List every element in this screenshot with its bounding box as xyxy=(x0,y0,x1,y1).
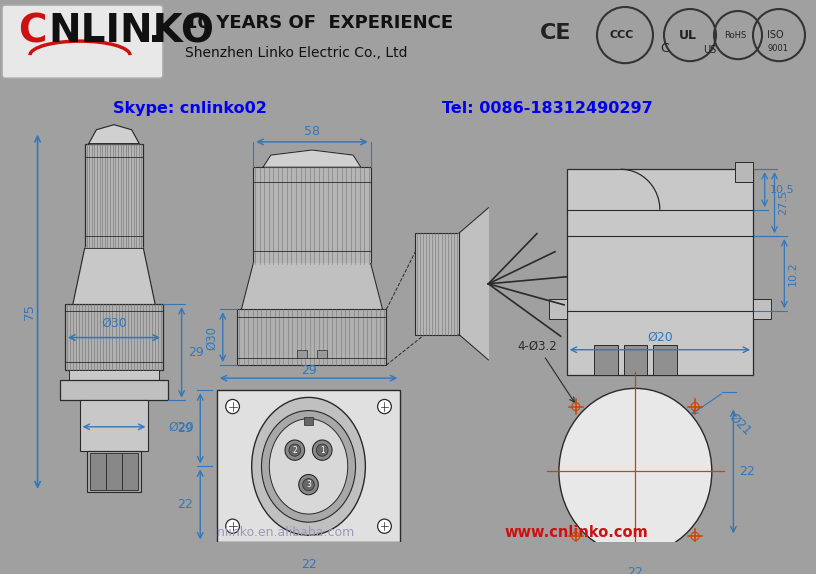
Polygon shape xyxy=(88,125,140,144)
Ellipse shape xyxy=(261,410,356,522)
Circle shape xyxy=(299,475,318,495)
Text: 2: 2 xyxy=(292,445,297,455)
Text: 22: 22 xyxy=(628,566,643,574)
Bar xyxy=(549,299,567,319)
Text: Ø30: Ø30 xyxy=(205,325,218,350)
Bar xyxy=(60,380,168,401)
Text: C: C xyxy=(18,12,47,50)
Circle shape xyxy=(317,444,328,456)
Bar xyxy=(91,453,106,490)
Bar xyxy=(304,417,313,425)
Bar xyxy=(594,344,618,375)
Circle shape xyxy=(285,440,304,460)
Bar xyxy=(106,453,122,490)
Bar xyxy=(69,370,159,380)
Text: 4-Ø3.2: 4-Ø3.2 xyxy=(518,340,574,402)
Bar xyxy=(80,401,149,451)
Text: NLINKO: NLINKO xyxy=(48,12,214,50)
Text: 10.5: 10.5 xyxy=(769,184,794,195)
Bar xyxy=(653,344,676,375)
Polygon shape xyxy=(73,249,155,304)
Text: 10.2: 10.2 xyxy=(788,261,798,286)
Text: 9001: 9001 xyxy=(767,44,788,53)
Bar xyxy=(297,350,307,358)
Bar xyxy=(86,451,141,492)
Text: CE: CE xyxy=(540,23,571,43)
Bar xyxy=(415,233,459,335)
Ellipse shape xyxy=(559,389,712,554)
Circle shape xyxy=(313,440,332,460)
Text: 75: 75 xyxy=(23,302,36,320)
Text: 10 YEARS OF  EXPERIENCE: 10 YEARS OF EXPERIENCE xyxy=(185,14,453,32)
Bar xyxy=(122,453,138,490)
Text: C: C xyxy=(660,42,669,55)
Circle shape xyxy=(226,400,239,414)
Text: .: . xyxy=(148,12,163,50)
Bar xyxy=(735,162,753,183)
Text: 3: 3 xyxy=(306,480,311,489)
Bar xyxy=(237,309,387,365)
Text: Ø20: Ø20 xyxy=(647,331,672,344)
Circle shape xyxy=(303,479,314,491)
Bar xyxy=(65,304,163,370)
Bar xyxy=(85,144,144,249)
Polygon shape xyxy=(459,208,488,360)
Text: 29: 29 xyxy=(300,363,317,377)
Bar xyxy=(753,299,770,319)
Text: 22: 22 xyxy=(300,559,317,571)
Text: 22: 22 xyxy=(176,498,193,511)
Ellipse shape xyxy=(251,397,366,536)
Text: 1: 1 xyxy=(320,445,325,455)
Text: UL: UL xyxy=(679,29,697,41)
Text: ISO: ISO xyxy=(767,30,783,40)
Polygon shape xyxy=(263,150,361,167)
Text: 29: 29 xyxy=(188,346,204,359)
Bar xyxy=(623,344,647,375)
Text: cnlinko.en.alibaba.com: cnlinko.en.alibaba.com xyxy=(211,526,355,539)
Polygon shape xyxy=(242,263,383,309)
Circle shape xyxy=(226,519,239,533)
FancyBboxPatch shape xyxy=(2,5,163,78)
Text: Ø20: Ø20 xyxy=(168,420,193,433)
Ellipse shape xyxy=(269,418,348,514)
Text: 22: 22 xyxy=(739,465,755,478)
Circle shape xyxy=(378,400,392,414)
Bar xyxy=(253,167,370,263)
Text: Ø30: Ø30 xyxy=(101,317,126,330)
Text: CCC: CCC xyxy=(610,30,634,40)
Text: 29: 29 xyxy=(176,422,193,435)
Text: Skype: cnlinko02: Skype: cnlinko02 xyxy=(113,101,266,116)
Text: Tel: 0086-18312490297: Tel: 0086-18312490297 xyxy=(441,101,653,116)
Bar xyxy=(567,169,753,375)
Text: 58: 58 xyxy=(304,125,320,138)
Circle shape xyxy=(378,519,392,533)
Text: Ø21: Ø21 xyxy=(726,410,754,437)
Circle shape xyxy=(289,444,300,456)
Text: Shenzhen Linko Electric Co., Ltd: Shenzhen Linko Electric Co., Ltd xyxy=(185,46,407,60)
Text: 27.5: 27.5 xyxy=(778,190,788,215)
Text: www.cnlinko.com: www.cnlinko.com xyxy=(504,525,649,540)
Text: US: US xyxy=(703,45,716,55)
Bar xyxy=(317,350,326,358)
Text: RoHS: RoHS xyxy=(724,30,747,40)
Bar xyxy=(217,390,400,542)
